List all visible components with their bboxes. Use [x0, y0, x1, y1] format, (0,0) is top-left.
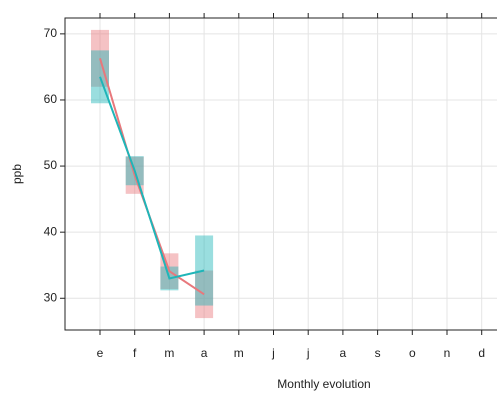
y-tick-label: 30	[44, 290, 58, 304]
x-tick-label: d	[478, 346, 485, 360]
y-tick-label: 40	[44, 224, 58, 238]
x-tick-label: o	[409, 346, 416, 360]
y-tick-label: 60	[44, 92, 58, 106]
x-axis-label: Monthly evolution	[277, 377, 370, 391]
series-line	[99, 76, 205, 280]
x-tick-label: j	[271, 346, 275, 360]
x-tick-label: m	[164, 346, 174, 360]
y-axis-label: ppb	[10, 164, 24, 184]
x-tick-label: s	[375, 346, 381, 360]
series-line	[99, 58, 205, 296]
x-tick-label: n	[444, 346, 451, 360]
error-box	[195, 270, 214, 319]
x-tick-label: f	[133, 346, 137, 360]
x-tick-label: m	[234, 346, 244, 360]
y-tick-label: 70	[44, 26, 58, 40]
y-tick-label: 50	[44, 158, 58, 172]
x-tick-label: a	[340, 346, 347, 360]
plot-frame	[64, 17, 497, 331]
x-tick-label: e	[97, 346, 104, 360]
x-tick-label: j	[306, 346, 310, 360]
x-tick-label: a	[201, 346, 208, 360]
